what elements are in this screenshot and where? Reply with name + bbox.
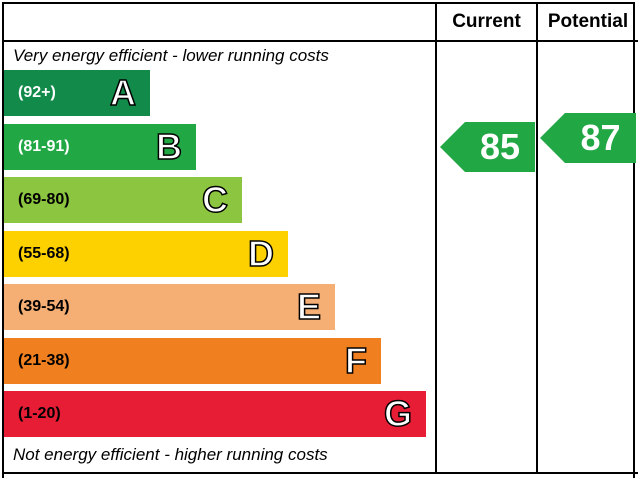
- band-a: (92+) A: [4, 70, 150, 116]
- band-d: (55-68) D: [4, 231, 288, 277]
- current-rating-value: 85: [479, 126, 521, 167]
- divider-current: [435, 2, 437, 474]
- band-range-label: (21-38): [18, 352, 70, 369]
- band-range-label: (1-20): [18, 405, 61, 422]
- band-range-label: (39-54): [18, 298, 70, 315]
- footer-divider: [2, 472, 638, 474]
- band-range-label: (92+): [18, 84, 56, 101]
- top-note: Very energy efficient - lower running co…: [13, 46, 329, 65]
- column-header-potential: Potential: [547, 11, 629, 32]
- band-range-label: (69-80): [18, 191, 70, 208]
- current-arrow-shape: [440, 122, 535, 172]
- current-rating-arrow: 85: [440, 122, 535, 172]
- band-range-label: (55-68): [18, 245, 70, 262]
- band-letter: E: [296, 285, 322, 328]
- band-e: (39-54) E: [4, 284, 335, 330]
- band-c: (69-80) C: [4, 177, 242, 223]
- header-divider: [2, 40, 638, 42]
- potential-rating-value: 87: [580, 117, 621, 158]
- band-letter: D: [247, 232, 275, 275]
- band-f: (21-38) F: [4, 338, 381, 384]
- potential-rating-arrow: 87: [540, 113, 636, 163]
- band-letter: C: [201, 178, 229, 221]
- band-letter: A: [109, 71, 137, 114]
- column-header-current: Current: [452, 11, 521, 32]
- divider-potential: [536, 2, 538, 474]
- bottom-note: Not energy efficient - higher running co…: [13, 445, 328, 464]
- potential-arrow-shape: [540, 113, 636, 163]
- band-letter: G: [383, 392, 413, 435]
- band-g: (1-20) G: [4, 391, 426, 437]
- band-range-label: (81-91): [18, 138, 70, 155]
- band-letter: F: [344, 339, 368, 382]
- band-b: (81-91) B: [4, 124, 196, 170]
- band-letter: B: [155, 125, 183, 168]
